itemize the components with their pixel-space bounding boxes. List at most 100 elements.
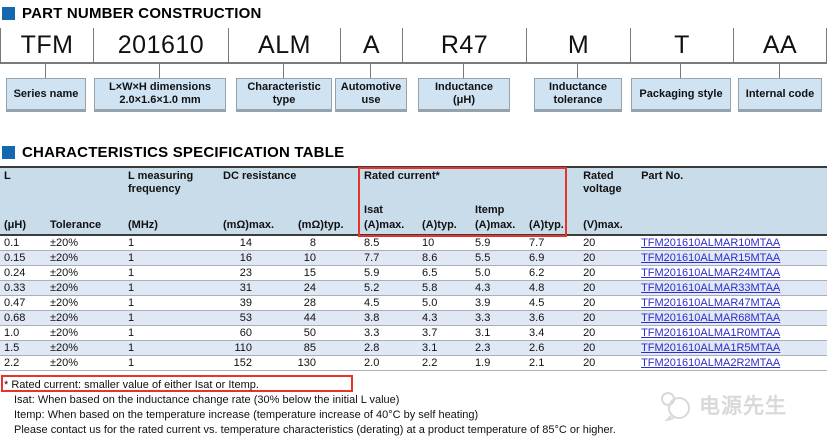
pn-label-series: Series name	[6, 78, 86, 112]
cell-l: 0.15	[0, 250, 46, 266]
footnote-contact: Please contact us for the rated current …	[14, 424, 616, 436]
cell-rdc-max: 23	[219, 265, 295, 281]
table-row: 0.68 ±20% 1 53 44 3.8 4.3 3.3 3.6 20 TFM…	[0, 310, 827, 326]
header-line: voltage	[583, 183, 622, 195]
pn-label-text: 2.0×1.6×1.0 mm	[119, 94, 201, 106]
section-marker-icon	[2, 146, 15, 159]
section-heading-spec-table: CHARACTERISTICS SPECIFICATION TABLE	[2, 144, 344, 161]
cell-itemp-typ: 2.1	[525, 355, 580, 371]
pn-label-text: use	[361, 94, 381, 106]
header-line: frequency	[128, 183, 181, 195]
col-group-dc-resistance: DC resistance	[219, 166, 361, 204]
cell-voltage: 20	[579, 340, 638, 356]
section-heading-part-number: PART NUMBER CONSTRUCTION	[2, 5, 262, 22]
cell-itemp-typ: 7.7	[525, 235, 580, 251]
col-sub-itemp: Itemp	[471, 204, 580, 217]
cell-freq: 1	[124, 355, 220, 371]
part-number-link[interactable]: TFM201610ALMAR15MTAA	[641, 252, 781, 264]
part-number-link[interactable]: TFM201610ALMAR68MTAA	[641, 312, 781, 324]
cell-itemp-max: 5.5	[471, 250, 526, 266]
part-number-link[interactable]: TFM201610ALMAR33MTAA	[641, 282, 781, 294]
cell-rdc-max: 16	[219, 250, 295, 266]
pn-label-text: L×W×H dimensions	[108, 81, 212, 93]
cell-isat-typ: 2.2	[418, 355, 472, 371]
cell-rdc-typ: 24	[294, 280, 361, 296]
cell-part-no: TFM201610ALMAR47MTAA	[637, 295, 827, 311]
part-number-link[interactable]: TFM201610ALMAR47MTAA	[641, 297, 781, 309]
cell-itemp-typ: 6.9	[525, 250, 580, 266]
col-unit-itemp-a-typ: (A)typ.	[525, 217, 580, 236]
cell-tolerance: ±20%	[46, 295, 125, 311]
cell-tolerance: ±20%	[46, 310, 125, 326]
connector-line	[45, 64, 46, 78]
cell-itemp-max: 3.1	[471, 325, 526, 341]
watermark-text: 电源先生	[699, 395, 787, 418]
cell-voltage: 20	[579, 295, 638, 311]
part-number-link[interactable]: TFM201610ALMA2R2MTAA	[641, 357, 781, 369]
footnote-rated-current: * Rated current: smaller value of either…	[4, 379, 259, 391]
connector-line	[680, 64, 681, 78]
cell-rdc-typ: 10	[294, 250, 361, 266]
pn-code-tolerance: M	[526, 28, 630, 62]
cell-itemp-max: 3.3	[471, 310, 526, 326]
cell-itemp-max: 3.9	[471, 295, 526, 311]
pn-label-packaging: Packaging style	[631, 78, 731, 112]
cell-freq: 1	[124, 250, 220, 266]
cell-rdc-max: 60	[219, 325, 295, 341]
spacer-cell	[637, 217, 827, 236]
pn-label-tolerance: Inductance tolerance	[534, 78, 622, 112]
cell-l: 0.1	[0, 235, 46, 251]
cell-tolerance: ±20%	[46, 325, 125, 341]
pn-label-text: tolerance	[553, 94, 603, 106]
cell-l: 0.47	[0, 295, 46, 311]
pn-code-inductance: R47	[402, 28, 526, 62]
connector-line	[577, 64, 578, 78]
cell-itemp-max: 4.3	[471, 280, 526, 296]
cell-rdc-max: 152	[219, 355, 295, 371]
cell-isat-typ: 6.5	[418, 265, 472, 281]
table-row: 0.33 ±20% 1 31 24 5.2 5.8 4.3 4.8 20 TFM…	[0, 280, 827, 296]
cell-itemp-typ: 6.2	[525, 265, 580, 281]
col-unit-mohm-max: (mΩ)max.	[219, 217, 295, 236]
col-group-rated-current: Rated current*	[360, 166, 580, 204]
spacer-cell	[579, 204, 638, 217]
pn-label-text: Internal code	[745, 87, 815, 100]
cell-freq: 1	[124, 280, 220, 296]
part-number-link[interactable]: TFM201610ALMA1R5MTAA	[641, 342, 781, 354]
cell-isat-max: 5.2	[360, 280, 419, 296]
table-row: 0.1 ±20% 1 14 8 8.5 10 5.9 7.7 20 TFM201…	[0, 235, 827, 251]
cell-isat-typ: 5.0	[418, 295, 472, 311]
cell-tolerance: ±20%	[46, 340, 125, 356]
cell-voltage: 20	[579, 250, 638, 266]
cell-freq: 1	[124, 295, 220, 311]
cell-rdc-typ: 85	[294, 340, 361, 356]
cell-rdc-typ: 50	[294, 325, 361, 341]
cell-itemp-typ: 3.6	[525, 310, 580, 326]
pn-underline	[0, 62, 827, 64]
col-sub-isat: Isat	[360, 204, 472, 217]
cell-rdc-max: 53	[219, 310, 295, 326]
spec-table: L L measuring frequency DC resistance Ra…	[0, 166, 827, 371]
cell-part-no: TFM201610ALMAR15MTAA	[637, 250, 827, 266]
pn-code-series: TFM	[0, 28, 93, 62]
cell-isat-typ: 3.7	[418, 325, 472, 341]
cell-itemp-typ: 3.4	[525, 325, 580, 341]
cell-isat-max: 2.0	[360, 355, 419, 371]
connector-line	[463, 64, 464, 78]
cell-part-no: TFM201610ALMAR33MTAA	[637, 280, 827, 296]
table-row: 1.5 ±20% 1 110 85 2.8 3.1 2.3 2.6 20 TFM…	[0, 340, 827, 356]
part-number-link[interactable]: TFM201610ALMAR10MTAA	[641, 237, 781, 249]
pn-label-text: Characteristic	[247, 81, 321, 93]
part-number-link[interactable]: TFM201610ALMA1R0MTAA	[641, 327, 781, 339]
cell-rdc-max: 110	[219, 340, 295, 356]
section-title: PART NUMBER CONSTRUCTION	[22, 5, 262, 22]
cell-freq: 1	[124, 235, 220, 251]
cell-l: 0.24	[0, 265, 46, 281]
part-number-link[interactable]: TFM201610ALMAR24MTAA	[641, 267, 781, 279]
connector-line	[779, 64, 780, 78]
cell-l: 0.68	[0, 310, 46, 326]
table-row: 0.15 ±20% 1 16 10 7.7 8.6 5.5 6.9 20 TFM…	[0, 250, 827, 266]
footnote-itemp: Itemp: When based on the temperature inc…	[14, 409, 479, 421]
cell-part-no: TFM201610ALMA1R5MTAA	[637, 340, 827, 356]
